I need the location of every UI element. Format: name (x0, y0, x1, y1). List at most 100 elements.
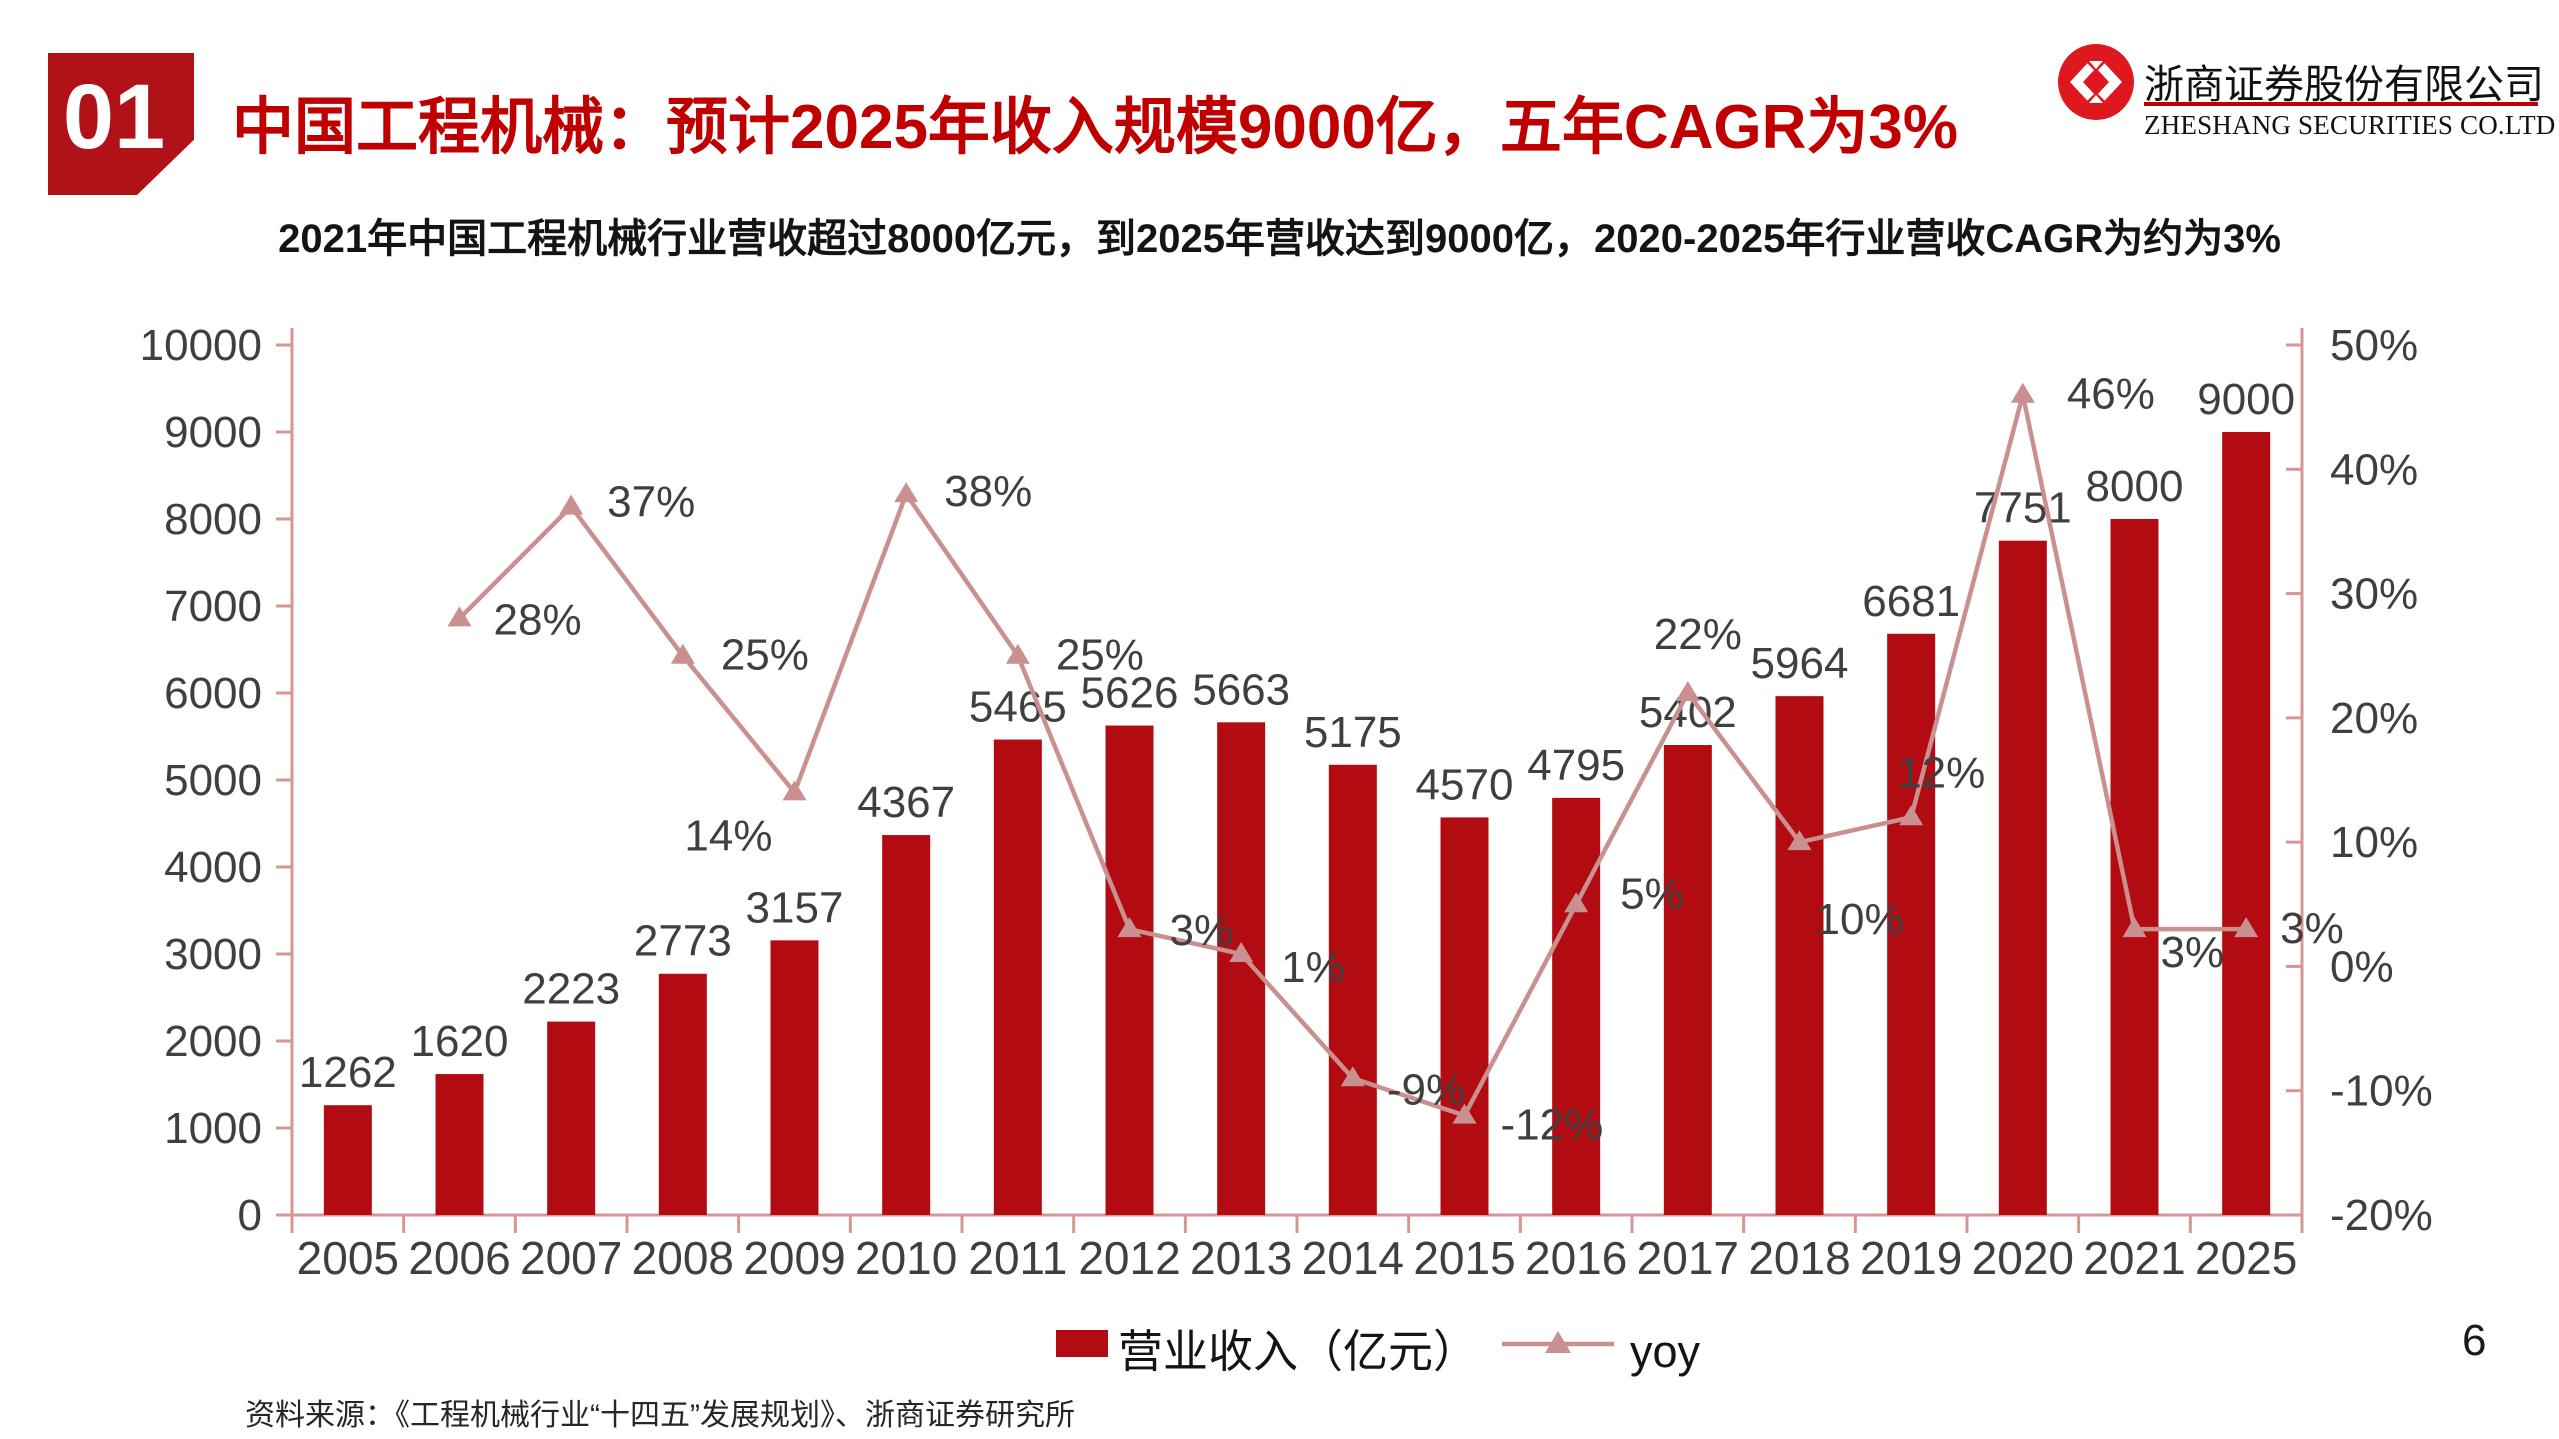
logo-wedge-top (2089, 61, 2103, 69)
bar-2013 (1217, 722, 1266, 1215)
left-axis-label: 5000 (164, 756, 262, 805)
bar-label-2016: 4795 (1527, 741, 1625, 790)
right-axis-label: 30% (2330, 570, 2418, 619)
legend-line-label: yoy (1630, 1326, 1701, 1377)
x-axis-label: 2025 (2195, 1232, 2297, 1284)
yoy-marker-2020 (2010, 382, 2035, 403)
x-axis-label: 2016 (1525, 1232, 1627, 1284)
bar-label-2009: 3157 (746, 883, 844, 932)
bar-2009 (770, 940, 819, 1215)
yoy-marker-2018 (1787, 830, 1812, 851)
bar-2017 (1663, 745, 1712, 1215)
left-axis-label: 10000 (140, 321, 262, 370)
yoy-marker-2007 (559, 494, 584, 515)
yoy-label-2020: 46% (2067, 370, 2155, 419)
bar-2012 (1105, 725, 1154, 1215)
legend-bar-label: 营业收入（亿元） (1118, 1326, 1478, 1377)
x-axis-label: 2010 (855, 1232, 957, 1284)
bar-label-2008: 2773 (634, 917, 732, 966)
left-axis-label: 1000 (164, 1104, 262, 1153)
bar-2011 (993, 739, 1042, 1215)
yoy-marker-2014 (1340, 1066, 1365, 1087)
bar-2015 (1440, 817, 1489, 1215)
bar-label-2006: 1620 (411, 1017, 509, 1066)
yoy-marker-2021 (2122, 917, 2147, 938)
x-axis-label: 2012 (1078, 1232, 1180, 1284)
bar-2025 (2222, 432, 2271, 1215)
yoy-marker-2015 (1452, 1103, 1477, 1124)
bar-label-2012: 5626 (1081, 669, 1179, 718)
yoy-label-2013: 1% (1281, 943, 1345, 992)
left-axis-label: 0 (238, 1191, 262, 1240)
yoy-marker-2012 (1117, 917, 1142, 938)
company-name-en: ZHESHANG SECURITIES CO.LTD (2144, 110, 2556, 140)
yoy-marker-2011 (1005, 643, 1030, 664)
yoy-marker-2013 (1229, 942, 1254, 962)
bar-2020 (1998, 540, 2047, 1215)
x-axis-label: 2014 (1302, 1232, 1404, 1284)
yoy-marker-2006 (447, 606, 472, 627)
bar-label-2019: 6681 (1862, 577, 1960, 626)
x-axis-label: 2005 (297, 1232, 399, 1284)
yoy-marker-2016 (1564, 892, 1589, 913)
yoy-label-2015: -12% (1501, 1101, 1604, 1150)
x-axis-label: 2013 (1190, 1232, 1292, 1284)
bar-label-2015: 4570 (1416, 760, 1514, 809)
right-axis-label: -10% (2330, 1067, 2433, 1116)
left-axis-label: 7000 (164, 582, 262, 631)
left-axis-label: 4000 (164, 843, 262, 892)
x-axis-label: 2008 (632, 1232, 734, 1284)
yoy-label-2021: 3% (2161, 928, 2225, 977)
bar-label-2013: 5663 (1192, 665, 1290, 714)
bar-label-2018: 5964 (1751, 639, 1849, 688)
yoy-label-2014: -9% (1387, 1065, 1465, 1114)
bar-2014 (1328, 764, 1377, 1215)
x-axis-label: 2009 (743, 1232, 845, 1284)
yoy-label-2016: 5% (1620, 869, 1684, 918)
yoy-marker-2017 (1675, 681, 1700, 701)
section-number-badge: 01 (48, 53, 194, 195)
yoy-label-2017: 22% (1654, 610, 1742, 659)
left-axis-label: 2000 (164, 1017, 262, 1066)
yoy-label-2018: 10% (1816, 895, 1904, 944)
bar-label-2007: 2223 (522, 965, 620, 1014)
bar-2007 (547, 1021, 596, 1215)
legend-line-marker (1545, 1331, 1571, 1353)
yoy-label-2025: 3% (2280, 904, 2344, 953)
bar-2010 (882, 835, 931, 1215)
right-axis-label: 20% (2330, 694, 2418, 743)
zheshang-logo-icon (2058, 44, 2134, 120)
logo-notch-top (2082, 44, 2110, 72)
company-name-cn: 浙商证券股份有限公司 (2144, 62, 2544, 107)
right-axis-label: 40% (2330, 445, 2418, 494)
chart-headline: 2021年中国工程机械行业营收超过8000亿元，到2025年营收达到9000亿，… (278, 217, 2281, 261)
logo-diamond-inner (2083, 68, 2109, 96)
x-axis-label: 2017 (1637, 1232, 1739, 1284)
yoy-label-2011: 25% (1056, 631, 1144, 680)
yoy-label-2012: 3% (1170, 906, 1234, 955)
right-axis-label: 50% (2330, 321, 2418, 370)
left-axis-label: 8000 (164, 495, 262, 544)
bar-2006 (435, 1074, 484, 1215)
logo-notch-bottom (2082, 92, 2110, 120)
bar-label-2014: 5175 (1304, 708, 1402, 757)
yoy-marker-2019 (1899, 805, 1924, 826)
yoy-marker-2009 (782, 780, 807, 801)
bar-label-2005: 1262 (299, 1048, 397, 1097)
right-axis-label: 10% (2330, 818, 2418, 867)
logo-wedge-bottom (2089, 95, 2103, 103)
right-axis-label: 0% (2330, 942, 2394, 991)
page-title: 中国工程机械：预计2025年收入规模9000亿，五年CAGR为3% (232, 93, 1959, 162)
yoy-label-2008: 25% (721, 631, 809, 680)
yoy-marker-2010 (894, 482, 919, 503)
left-axis-label: 9000 (164, 408, 262, 457)
yoy-marker-2025 (2234, 917, 2259, 938)
bar-label-2021: 8000 (2086, 462, 2184, 511)
x-axis-label: 2007 (520, 1232, 622, 1284)
bar-label-2011: 5465 (969, 683, 1067, 732)
left-axis-label: 3000 (164, 930, 262, 979)
bar-label-2025: 9000 (2197, 375, 2295, 424)
source-note: 资料来源：《工程机械行业“十四五”发展规划》、浙商证券研究所 (245, 1399, 1075, 1432)
